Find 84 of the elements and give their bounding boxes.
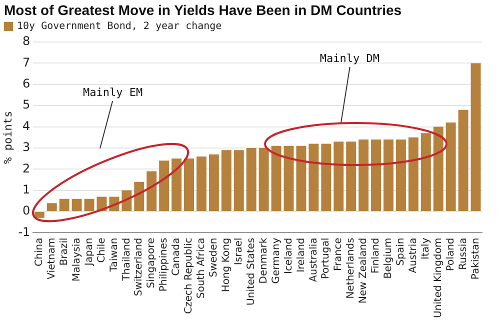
bar xyxy=(420,133,431,212)
y-tick-label: 6 xyxy=(22,76,30,91)
chart-title: Most of Greatest Move in Yields Have Been in DM Countries xyxy=(4,2,402,18)
y-axis-title: % points xyxy=(1,110,14,164)
bar xyxy=(246,148,256,212)
x-tick-label: Austria xyxy=(408,238,420,274)
annotation: Mainly EM xyxy=(83,86,143,99)
bar xyxy=(46,203,57,212)
annotation: Mainly DM xyxy=(320,52,380,65)
x-tick-label: Italy xyxy=(420,238,432,260)
x-tick-label: Australia xyxy=(308,238,320,282)
bar xyxy=(196,156,206,212)
bar xyxy=(134,182,144,212)
x-tick-label: Iceland xyxy=(283,238,294,274)
y-tick-label: 8 xyxy=(22,34,30,48)
x-tick-label: New Zealand xyxy=(358,238,370,304)
bar xyxy=(284,146,294,212)
bar xyxy=(221,150,232,212)
x-tick-label: France xyxy=(333,238,344,271)
y-tick-label: 7 xyxy=(22,55,30,70)
bar xyxy=(258,148,269,212)
x-tick-label: Japan xyxy=(84,238,95,267)
bar xyxy=(384,139,394,212)
x-tick-label: Denmark xyxy=(258,238,270,284)
x-tick-label: Finland xyxy=(370,238,382,274)
x-tick-label: Thailand xyxy=(121,238,132,282)
x-tick-label: Germany xyxy=(270,238,282,284)
bar xyxy=(458,110,468,212)
y-tick-label: 4 xyxy=(22,118,30,133)
x-tick-label: Canada xyxy=(171,238,182,276)
bar xyxy=(159,160,170,212)
x-tick-label: Israel xyxy=(233,238,244,266)
bar xyxy=(433,126,444,212)
legend-label: 10y Government Bond, 2 year change xyxy=(17,21,222,32)
y-tick-label: 2 xyxy=(22,161,30,176)
x-tick-label: Portugal xyxy=(320,238,332,280)
y-tick-label: 5 xyxy=(22,98,30,112)
bar xyxy=(334,142,344,212)
y-tick-label: 3 xyxy=(22,140,30,154)
bar xyxy=(308,144,319,212)
x-tick-label: Spain xyxy=(396,238,407,266)
x-tick-label: Netherlands xyxy=(346,238,357,299)
bar xyxy=(208,154,219,212)
bar xyxy=(271,146,282,212)
bar xyxy=(234,150,244,212)
x-tick-label: Chile xyxy=(96,238,108,263)
bar xyxy=(296,146,306,212)
x-tick-label: Russia xyxy=(458,238,469,270)
x-tick-label: Czech Republic xyxy=(184,238,195,314)
bar xyxy=(446,122,456,212)
bar xyxy=(184,158,194,212)
x-tick-label: Malaysia xyxy=(71,238,82,282)
y-tick-label: -1 xyxy=(18,224,30,239)
x-tick-label: Pakistan xyxy=(470,238,482,280)
x-tick-label: Poland xyxy=(445,238,456,272)
bar xyxy=(172,158,182,212)
y-tick-label: 1 xyxy=(22,182,30,196)
bar xyxy=(408,137,418,212)
bar xyxy=(371,139,382,212)
bar xyxy=(470,63,481,212)
x-tick-label: Sweden xyxy=(208,238,220,278)
x-tick-label: South Africa xyxy=(196,238,208,298)
x-tick-label: Ireland xyxy=(296,238,307,272)
bar xyxy=(72,198,82,212)
x-tick-label: China xyxy=(34,238,45,266)
x-tick-label: Philippines xyxy=(158,238,170,292)
y-tick-label: 0 xyxy=(22,204,30,218)
bar xyxy=(84,198,94,212)
bar xyxy=(34,212,44,218)
bar xyxy=(396,139,406,212)
bar xyxy=(146,171,157,212)
x-tick-label: Brazil xyxy=(58,238,70,266)
x-tick-label: Taiwan xyxy=(108,238,120,273)
bar xyxy=(59,198,70,212)
x-tick-label: Belgium xyxy=(383,238,394,279)
bar xyxy=(358,139,369,212)
x-tick-label: Vietnam xyxy=(46,238,58,280)
bar xyxy=(346,142,356,212)
x-tick-label: United States xyxy=(246,238,257,306)
x-tick-label: Hong Kong xyxy=(221,238,232,292)
x-tick-label: United Kingdom xyxy=(432,238,444,318)
x-tick-label: Singapore xyxy=(146,238,158,288)
x-tick-label: Switzerland xyxy=(134,238,145,296)
bar xyxy=(321,144,332,212)
